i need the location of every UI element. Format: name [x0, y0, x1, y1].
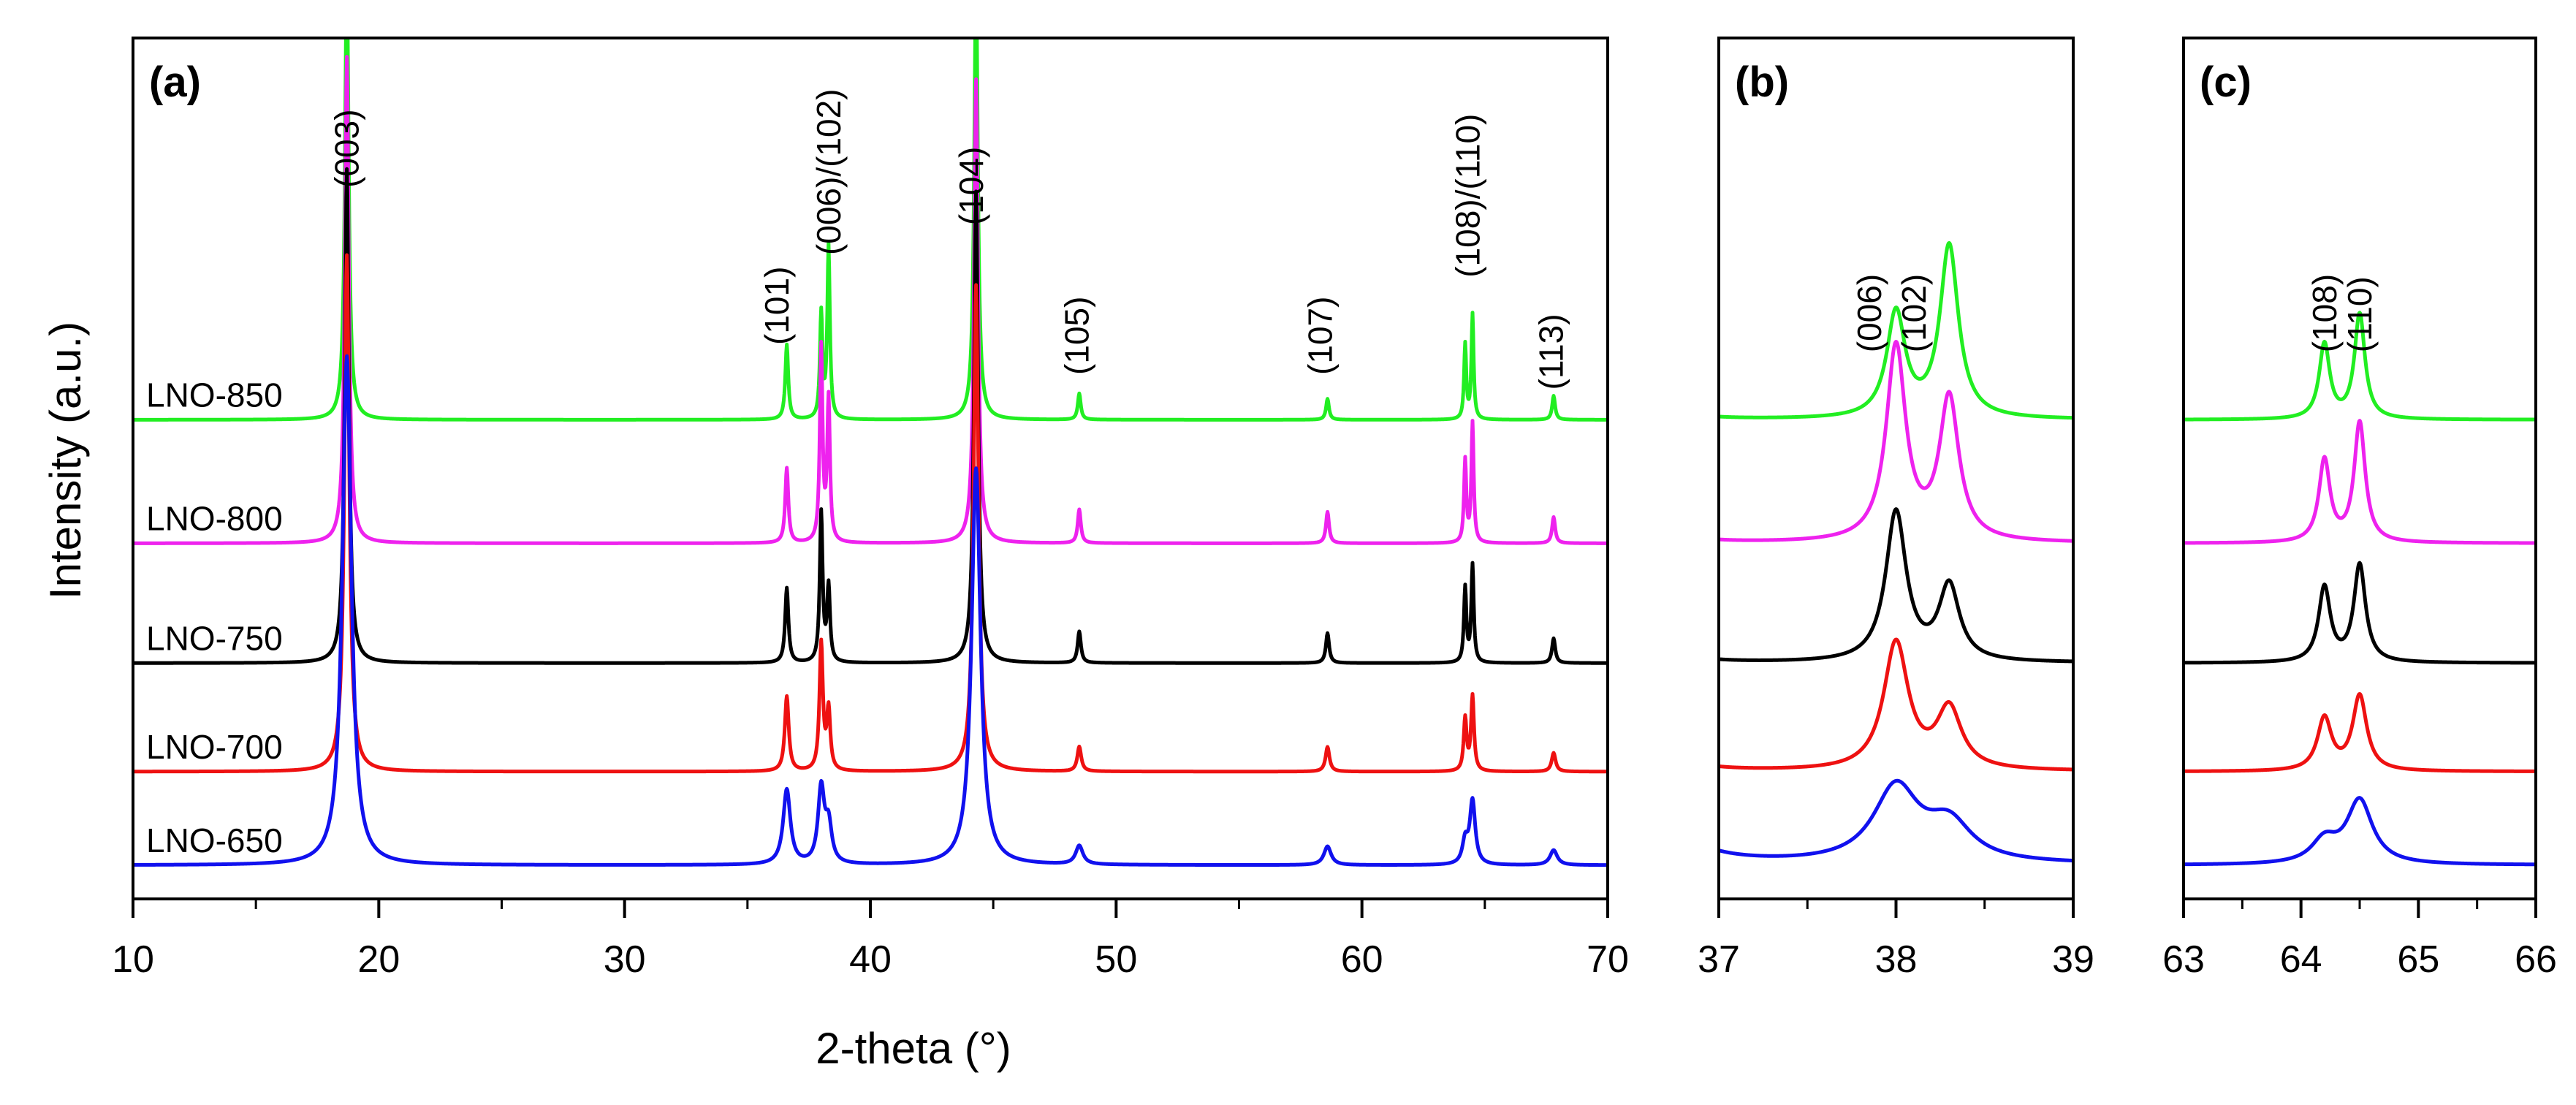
- x-tick-label-c-63: 63: [2162, 938, 2205, 981]
- x-tick-label-b-38: 38: [1875, 938, 1918, 981]
- trace-lno-850-panel-c: [2184, 311, 2536, 422]
- x-tick-label-b-39: 39: [2052, 938, 2094, 981]
- peak-label-b--102-: (102): [1895, 274, 1933, 352]
- x-tick-label-c-66: 66: [2515, 938, 2557, 981]
- panel-b-tag: (b): [1735, 58, 1789, 106]
- trace-lno-650-panel-c: [2184, 796, 2536, 867]
- trace-lno-850-panel-b: [1719, 240, 2073, 420]
- sample-label-lno-650: LNO-650: [146, 821, 283, 859]
- x-tick-label-a-40: 40: [849, 938, 892, 981]
- sample-label-lno-750: LNO-750: [146, 619, 283, 657]
- trace-lno-700-panel-b: [1719, 637, 2073, 772]
- trace-lno-650-panel-b: [1719, 778, 2073, 863]
- x-tick-label-a-60: 60: [1341, 938, 1383, 981]
- trace-lno-850-panel-a: [133, 38, 1608, 422]
- trace-lno-700-panel-c: [2184, 691, 2536, 773]
- sample-label-lno-700: LNO-700: [146, 728, 283, 766]
- trace-lno-700-panel-a: [133, 253, 1608, 774]
- y-axis-title: Intensity (a.u.): [41, 322, 90, 599]
- x-tick-label-c-64: 64: [2280, 938, 2322, 981]
- trace-lno-800-panel-c: [2184, 419, 2536, 545]
- peak-label-a--104-: (104): [952, 147, 990, 225]
- x-tick-label-a-10: 10: [112, 938, 154, 981]
- peak-label-c--108-: (108): [2306, 274, 2344, 352]
- panel-a: 10 20 30 40 50 60 70 (a) (003) (101) (006)/(102) (1…: [112, 37, 1629, 981]
- peak-label-a--006-102-: (006)/(102): [810, 88, 848, 255]
- x-tick-label-a-50: 50: [1095, 938, 1137, 981]
- peak-label-a--003-: (003): [328, 109, 366, 187]
- trace-lno-750-panel-c: [2184, 561, 2536, 665]
- peak-label-c--110-: (110): [2341, 276, 2379, 352]
- x-tick-label-b-37: 37: [1698, 938, 1740, 981]
- peak-label-a--113-: (113): [1532, 314, 1570, 390]
- x-axis-title: 2-theta (°): [816, 1024, 1011, 1073]
- sample-label-lno-850: LNO-850: [146, 376, 283, 414]
- panel-c: 63 64 65 66 (c) (108)(110): [2162, 37, 2557, 981]
- trace-lno-800-panel-a: [133, 55, 1608, 545]
- peak-label-a--107-: (107): [1301, 297, 1339, 375]
- peak-label-a--105-: (105): [1058, 297, 1096, 375]
- panel-c-tag: (c): [2200, 58, 2252, 106]
- panel-a-tag: (a): [149, 58, 201, 106]
- peak-label-a--108-110-: (108)/(110): [1448, 114, 1486, 278]
- plot-layer: 10 20 30 40 50 60 70 (a) (003) (101) (006)/(102) (1…: [112, 37, 2557, 981]
- peak-label-a--101-: (101): [758, 267, 796, 345]
- trace-lno-750-panel-b: [1719, 507, 2073, 664]
- trace-lno-800-panel-b: [1719, 340, 2073, 543]
- x-tick-label-a-20: 20: [357, 938, 400, 981]
- x-tick-label-c-65: 65: [2397, 938, 2439, 981]
- trace-lno-650-panel-a: [133, 354, 1608, 867]
- x-tick-label-a-70: 70: [1587, 938, 1629, 981]
- panel-b-frame: [1717, 37, 2075, 900]
- peak-label-b--006-: (006): [1850, 274, 1888, 352]
- sample-label-lno-800: LNO-800: [146, 499, 283, 537]
- x-tick-label-a-30: 30: [604, 938, 646, 981]
- panel-b: 37 38 39 (b) (006) (102): [1698, 37, 2094, 981]
- trace-lno-750-panel-a: [133, 167, 1608, 665]
